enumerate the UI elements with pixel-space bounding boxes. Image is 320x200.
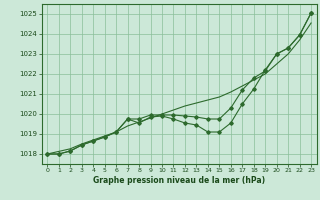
X-axis label: Graphe pression niveau de la mer (hPa): Graphe pression niveau de la mer (hPa) — [93, 176, 265, 185]
